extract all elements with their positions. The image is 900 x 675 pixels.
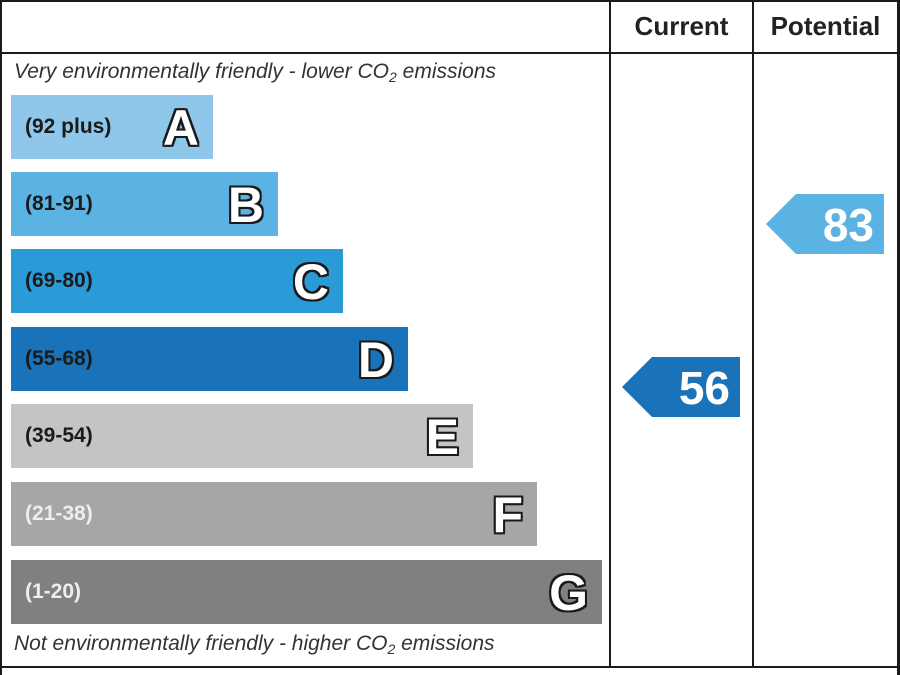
band-d: (55-68) D xyxy=(11,327,408,391)
bottom-caption: Not environmentally friendly - higher CO… xyxy=(14,632,495,657)
potential-rating-value: 83 xyxy=(822,199,874,251)
band-letter: G xyxy=(549,565,588,621)
top-caption-sub: 2 xyxy=(389,69,397,85)
potential-header: Potential xyxy=(770,11,881,41)
band-a: (92 plus) A xyxy=(11,95,213,159)
band-range-label: (55-68) xyxy=(25,347,93,370)
band-range-label: (92 plus) xyxy=(25,115,112,138)
band-range-label: (21-38) xyxy=(25,502,93,525)
potential-rating-arrow: 83 xyxy=(766,194,884,254)
current-rating-arrow: 56 xyxy=(622,357,740,417)
current-column-divider xyxy=(609,0,611,668)
band-letter: E xyxy=(425,409,459,465)
frame-top xyxy=(0,0,900,2)
header-divider xyxy=(0,52,900,54)
band-e: (39-54) E xyxy=(11,404,473,468)
current-header: Current xyxy=(634,11,729,41)
current-rating-value: 56 xyxy=(678,362,730,414)
bottom-caption-suffix: emissions xyxy=(395,632,495,655)
frame-left xyxy=(0,0,2,675)
top-caption-prefix: Very environmentally friendly - lower CO xyxy=(14,60,390,83)
bottom-caption-prefix: Not environmentally friendly - higher CO xyxy=(14,632,388,655)
band-range-label: (1-20) xyxy=(25,580,82,603)
frame-bottom xyxy=(0,666,900,668)
potential-column-divider xyxy=(752,0,754,668)
band-b: (81-91) B xyxy=(11,172,278,236)
frame-right xyxy=(897,0,900,675)
band-letter: A xyxy=(162,100,199,156)
band-letter: B xyxy=(227,177,264,233)
band-range-label: (39-54) xyxy=(25,424,93,447)
band-g: (1-20) G xyxy=(11,560,602,624)
band-f: (21-38) F xyxy=(11,482,537,546)
band-letter: F xyxy=(492,487,523,543)
top-caption-suffix: emissions xyxy=(396,60,497,83)
band-letter: C xyxy=(292,254,329,310)
band-range-label: (69-80) xyxy=(25,269,93,292)
band-range-label: (81-91) xyxy=(25,192,93,215)
bottom-caption-sub: 2 xyxy=(387,641,396,657)
top-caption: Very environmentally friendly - lower CO… xyxy=(14,60,496,85)
band-c: (69-80) C xyxy=(11,249,343,313)
band-letter: D xyxy=(357,332,394,388)
